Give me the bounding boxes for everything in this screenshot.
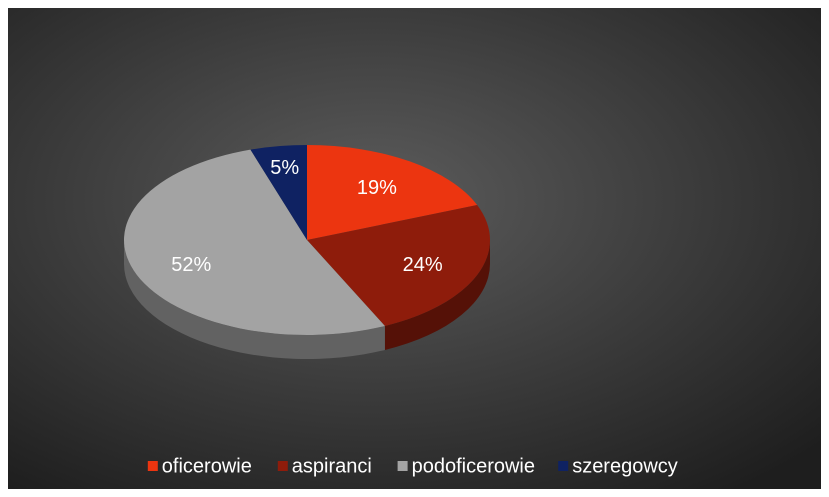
data-label: 5% xyxy=(270,157,299,179)
pie-slice xyxy=(307,205,490,326)
legend-label: oficerowie xyxy=(162,455,252,477)
legend-label: aspiranci xyxy=(292,455,372,477)
pie-slice xyxy=(307,145,478,240)
legend-marker xyxy=(147,461,158,471)
data-label: 24% xyxy=(403,254,443,276)
data-label: 19% xyxy=(357,177,397,199)
legend-label: podoficerowie xyxy=(412,455,535,477)
pie-slice-side xyxy=(384,240,490,350)
legend-marker xyxy=(397,461,408,471)
pie-slice-side xyxy=(124,240,385,359)
data-label: 52% xyxy=(171,254,211,276)
legend-marker xyxy=(558,461,569,471)
legend-marker xyxy=(277,461,288,471)
pie-slice xyxy=(123,149,385,335)
pie-slice xyxy=(250,145,307,240)
legend-label: szeregowcy xyxy=(572,455,678,477)
